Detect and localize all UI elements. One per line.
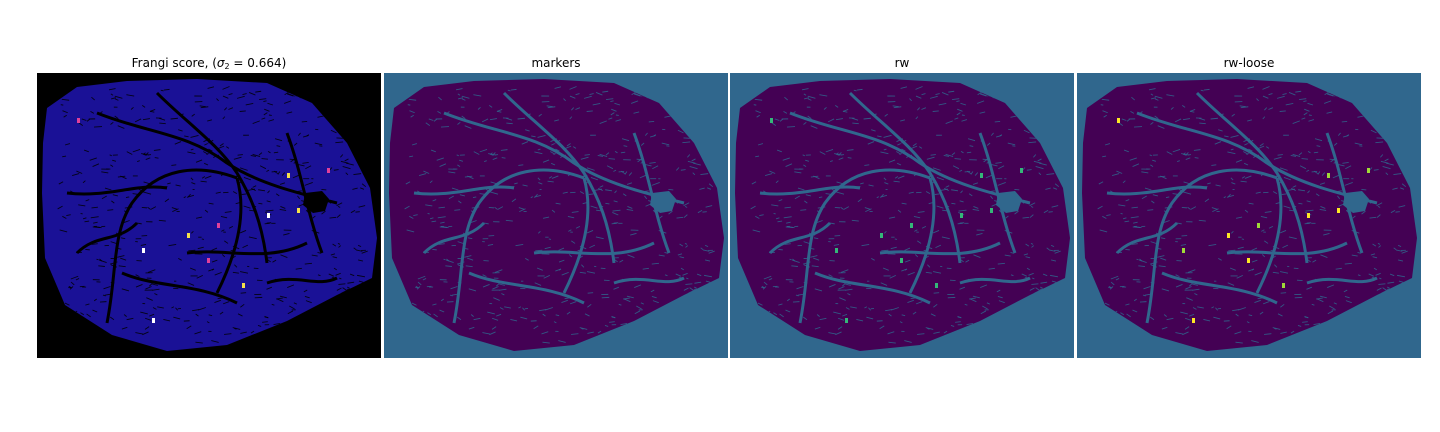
vessel <box>266 276 338 285</box>
vessel <box>1106 185 1208 196</box>
highlight-marks <box>770 118 1023 323</box>
vessel <box>1115 221 1179 255</box>
vessel <box>105 168 238 324</box>
rw-loose-image <box>1077 73 1421 358</box>
vessel <box>632 132 671 254</box>
panel-title-markers: markers <box>531 56 581 70</box>
vessel-texture <box>404 86 719 344</box>
vessel <box>533 241 655 256</box>
vessel <box>186 241 308 256</box>
vessel <box>215 177 243 294</box>
vessel <box>848 91 962 264</box>
vessel <box>562 177 590 294</box>
vessel <box>1195 91 1309 264</box>
tissue-hole <box>996 191 1022 213</box>
rw-image <box>730 73 1074 358</box>
vessel <box>75 221 139 255</box>
markers-canvas <box>384 73 728 358</box>
highlight-marks <box>77 118 330 323</box>
vessel <box>789 111 1031 205</box>
rw-loose-canvas <box>1077 73 1421 358</box>
vessel <box>66 185 168 196</box>
vessel <box>959 276 1031 285</box>
vessel-texture <box>1097 86 1412 344</box>
vessel <box>121 271 238 305</box>
vessel <box>96 111 338 205</box>
vessel <box>155 91 269 264</box>
vessel <box>443 111 685 205</box>
markers-image <box>384 73 728 358</box>
tissue-hole <box>650 191 676 213</box>
vessel <box>1226 241 1348 256</box>
vessel <box>908 177 936 294</box>
vessel <box>413 185 515 196</box>
vessel <box>978 132 1017 254</box>
vessel <box>422 221 486 255</box>
vessel <box>879 241 1001 256</box>
highlight-marks <box>1117 118 1370 323</box>
vessel <box>1325 132 1364 254</box>
vessel <box>1136 111 1378 205</box>
vessel-texture <box>750 86 1065 344</box>
tissue-hole <box>303 191 329 213</box>
vessel <box>1306 276 1378 285</box>
vessel <box>1145 168 1278 324</box>
vessel-texture <box>57 86 372 344</box>
vessel <box>1255 177 1283 294</box>
vessel <box>759 185 861 196</box>
vessel <box>798 168 931 324</box>
vessel <box>452 168 585 324</box>
frangi-score-image <box>37 73 381 358</box>
panel-title-rw: rw <box>894 56 910 70</box>
vessel <box>1161 271 1278 305</box>
frangi-score-canvas <box>37 73 381 358</box>
panel-title-frangi-score: Frangi score, (σ2 = 0.664) <box>131 56 287 71</box>
vessel <box>468 271 585 305</box>
vessel <box>285 132 324 254</box>
vessel <box>502 91 616 264</box>
tissue-hole <box>1343 191 1369 213</box>
vessel <box>768 221 832 255</box>
vessel <box>814 271 931 305</box>
panel-title-rw-loose: rw-loose <box>1223 56 1275 70</box>
rw-canvas <box>730 73 1074 358</box>
vessel <box>613 276 685 285</box>
